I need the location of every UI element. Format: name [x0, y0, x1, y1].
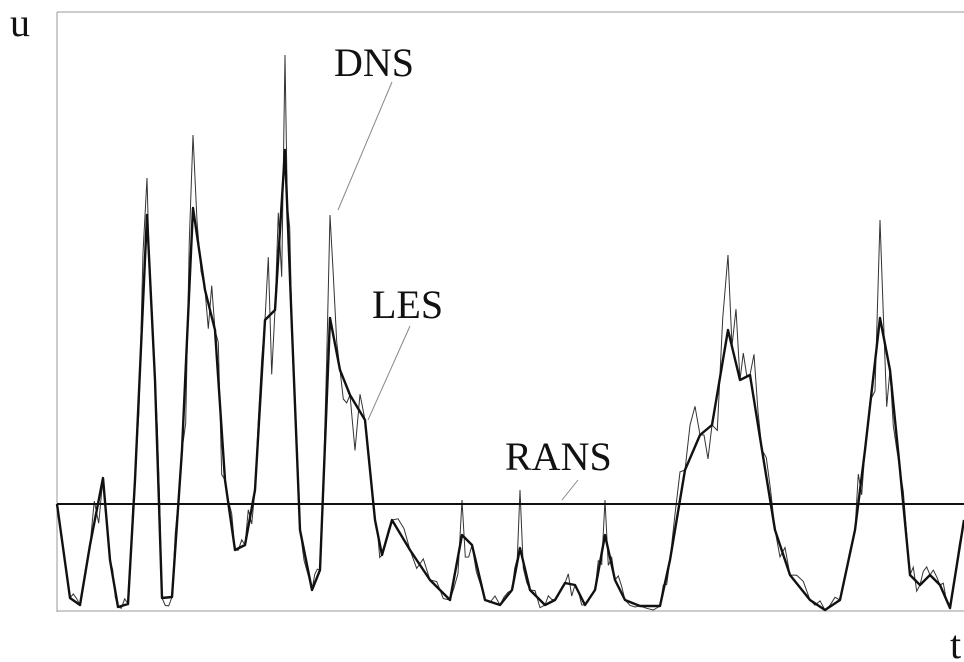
les-curve	[55, 148, 964, 612]
rans-leader	[561, 479, 579, 501]
dns-curve	[56, 54, 964, 611]
x-axis-label: t	[950, 622, 961, 662]
les-label: LES	[372, 282, 443, 327]
dns-label: DNS	[334, 40, 414, 85]
rans-label: RANS	[505, 434, 612, 479]
les-leader	[367, 325, 411, 421]
y-axis-label: u	[10, 0, 30, 45]
dns-leader	[337, 81, 393, 211]
